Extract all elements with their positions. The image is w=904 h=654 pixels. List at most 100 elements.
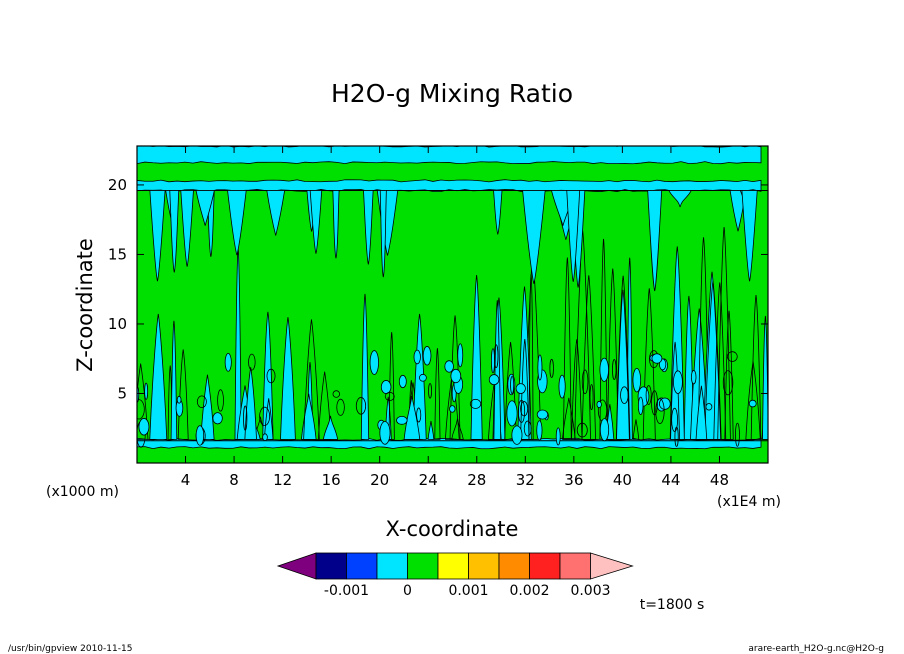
contour-cell	[620, 386, 629, 404]
contour-cell	[517, 399, 526, 423]
colorbar-tick-label: 0	[403, 583, 412, 599]
x-tick-label: 24	[419, 471, 438, 489]
y-tick-label: 20	[108, 176, 127, 194]
contour-lobe	[522, 190, 546, 284]
colorbar-swatch	[498, 552, 530, 580]
contour-plume	[137, 363, 149, 440]
contour-cell	[511, 425, 523, 445]
colorbar-swatch	[407, 552, 439, 580]
contour-plume	[581, 275, 596, 440]
colorbar-swatch	[529, 552, 561, 580]
contour-plume	[750, 294, 762, 440]
contour-cell	[144, 382, 149, 400]
contour-cell	[176, 395, 182, 404]
contour-lobe	[169, 190, 180, 273]
contour-plume	[528, 274, 534, 440]
contour-lobe	[566, 190, 581, 282]
chart-title: H2O-g Mixing Ratio	[331, 79, 573, 108]
contour-cell	[259, 406, 271, 426]
contour-lobe	[668, 190, 692, 208]
contour-plume	[170, 320, 178, 440]
contour-cell	[558, 374, 566, 399]
contour-plume	[200, 374, 215, 440]
x-tick-label: 36	[564, 471, 583, 489]
contour-cell	[494, 344, 499, 369]
contour-plume	[670, 341, 681, 440]
contour-cell	[418, 373, 427, 382]
contour-cell	[262, 433, 268, 442]
contour-cell	[536, 420, 543, 441]
contour-cell	[217, 389, 224, 412]
y-tick-label: 5	[117, 384, 127, 402]
contour-lobe	[363, 190, 374, 265]
contour-cell	[398, 374, 407, 389]
contour-plume	[322, 415, 339, 440]
contour-lobe	[741, 190, 758, 282]
time-label: t=1800 s	[640, 597, 705, 613]
colorbar-arrow-high	[590, 552, 634, 580]
contour-cell	[243, 405, 248, 431]
contour-lobe	[647, 190, 663, 292]
footer-right: arare-earth_H2O-g.nc@H2O-g	[748, 644, 884, 654]
contour-plume	[571, 339, 583, 440]
contour-cell	[515, 383, 526, 394]
contour-cell	[332, 390, 341, 398]
contour-cell	[416, 407, 422, 423]
contour-plume	[360, 293, 370, 440]
colorbar-tick-label: 0.003	[570, 583, 610, 599]
contour-lobe	[332, 190, 340, 259]
plot-frame	[136, 145, 769, 464]
contour-plume	[470, 275, 483, 440]
x-units-left: (x1000 m)	[46, 484, 119, 500]
contour-cell	[422, 346, 432, 366]
x-tick-label: 20	[370, 471, 389, 489]
contour-lobe	[149, 190, 166, 282]
x-tick-label: 28	[467, 471, 486, 489]
contour-cell	[632, 367, 642, 393]
contour-plume	[615, 275, 631, 440]
y-axis: 5 10 15 20	[108, 176, 768, 402]
contour-plume	[301, 393, 317, 440]
contour-band-upper	[137, 179, 762, 192]
contour-cell	[727, 351, 738, 362]
contour-cell	[212, 412, 223, 425]
contour-plume	[713, 282, 727, 440]
contour-cell	[413, 349, 421, 365]
contour-cell	[336, 398, 345, 416]
contour-plume	[562, 397, 576, 440]
contour-lobe	[227, 190, 247, 256]
contour-cell	[195, 425, 205, 446]
x-tick-label: 40	[613, 471, 632, 489]
contour-cell	[469, 398, 482, 409]
x-tick-label: 4	[181, 471, 191, 489]
contour-cell	[384, 391, 395, 401]
x-axis-label: X-coordinate	[386, 517, 519, 541]
contour-cell	[491, 348, 495, 374]
contour-plume	[449, 315, 461, 440]
contour-cell	[655, 398, 665, 424]
contour-cell	[196, 395, 207, 408]
contour-cell	[690, 370, 697, 385]
y-tick-label: 10	[108, 315, 127, 333]
contour-cell	[596, 400, 602, 409]
contour-cell	[266, 368, 276, 384]
x-tick-label: 48	[710, 471, 729, 489]
contour-field	[137, 146, 768, 450]
contour-plume	[695, 385, 708, 440]
contour-lobe	[266, 190, 286, 236]
contour-plume	[149, 313, 168, 440]
contour-cell	[380, 380, 392, 394]
contour-cell	[444, 360, 454, 373]
x-tick-label: 16	[322, 471, 341, 489]
contour-cell	[735, 422, 740, 447]
contour-cell	[457, 343, 464, 368]
x-axis: 4 8 12 16 20 24 28 32 36 40 44 48	[181, 146, 729, 489]
contour-plume	[263, 398, 274, 440]
x-tick-label: 44	[661, 471, 680, 489]
colorbar-swatch	[315, 552, 347, 580]
contour-cell	[379, 421, 391, 445]
contour-cell	[549, 358, 554, 378]
contour-plume	[434, 348, 441, 440]
x-tick-label: 12	[273, 471, 292, 489]
contour-plume	[280, 317, 296, 440]
